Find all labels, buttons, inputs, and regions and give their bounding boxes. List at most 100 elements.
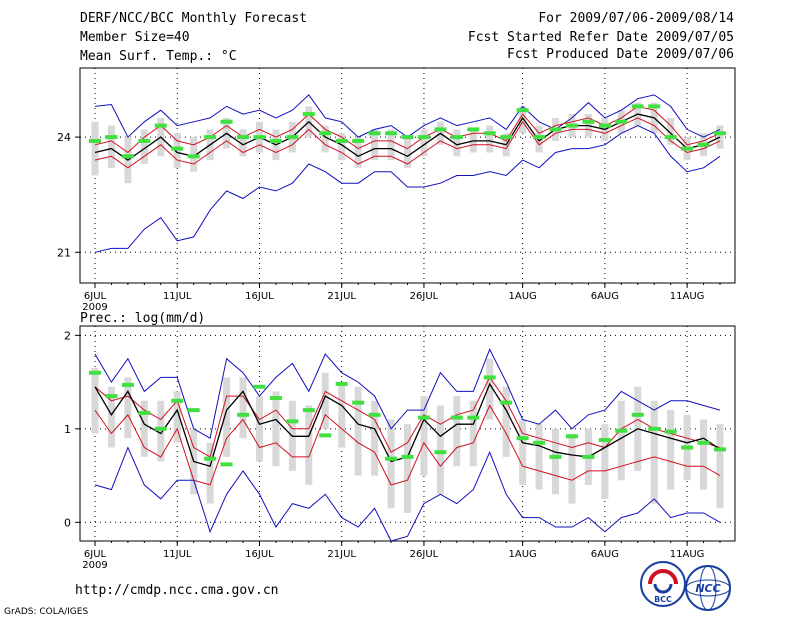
- spread-box: [255, 396, 263, 462]
- spread-box: [453, 396, 461, 467]
- spread-box: [387, 419, 395, 509]
- observed-marker: [171, 398, 184, 403]
- spread-box: [469, 400, 477, 467]
- observed-marker: [253, 135, 266, 140]
- spread-box: [321, 372, 329, 429]
- observed-marker: [368, 131, 381, 136]
- member-size-label: Member Size=40: [80, 30, 190, 45]
- observed-marker: [269, 138, 282, 143]
- panel-frame: [79, 67, 736, 284]
- observed-marker: [237, 412, 250, 417]
- x-tick-label: 6AUG: [591, 549, 619, 560]
- x-year-label: 2009: [82, 560, 107, 571]
- x-tick-label: 26JUL: [410, 549, 439, 560]
- observed-marker: [533, 135, 546, 140]
- x-tick-label: 11AUG: [670, 549, 705, 560]
- observed-marker: [187, 154, 200, 159]
- spread-box: [404, 424, 411, 513]
- observed-marker: [565, 434, 578, 439]
- spread-box: [354, 137, 362, 168]
- series-line-lower: [94, 404, 721, 486]
- forecast-title: DERF/NCC/BCC Monthly Forecast: [80, 11, 307, 26]
- observed-marker: [121, 154, 134, 159]
- observed-marker: [401, 135, 414, 140]
- observed-marker: [187, 408, 200, 413]
- observed-marker: [450, 135, 463, 140]
- spread-box: [535, 424, 543, 490]
- observed-marker: [171, 146, 184, 151]
- observed-marker: [154, 123, 167, 128]
- ncc-logo: NCC: [685, 565, 731, 611]
- series-line-lower: [94, 117, 721, 169]
- observed-marker: [565, 123, 578, 128]
- spread-box: [173, 391, 181, 443]
- observed-marker: [631, 412, 644, 417]
- spread-box: [667, 410, 675, 490]
- observed-marker: [582, 119, 595, 124]
- spread-box: [519, 419, 527, 485]
- x-tick-label: 26JUL: [410, 291, 439, 302]
- observed-marker: [434, 450, 447, 455]
- spread-box: [107, 386, 115, 448]
- x-tick-label: 6AUG: [591, 291, 619, 302]
- observed-marker: [105, 135, 118, 140]
- observed-marker: [352, 138, 365, 143]
- y-tick-label: 24: [57, 131, 71, 144]
- observed-marker: [533, 440, 546, 445]
- observed-marker: [697, 440, 710, 445]
- observed-marker: [286, 419, 299, 424]
- x-tick-label: 1AUG: [508, 291, 536, 302]
- observed-marker: [286, 135, 299, 140]
- observed-marker: [467, 127, 480, 132]
- observed-marker: [368, 412, 381, 417]
- spread-box: [601, 424, 609, 499]
- spread-box: [650, 400, 658, 504]
- observed-marker: [417, 415, 430, 420]
- x-tick-label: 16JUL: [245, 549, 274, 560]
- source-url: http://cmdp.ncc.cma.gov.cn: [75, 583, 279, 598]
- svg-text:BCC: BCC: [654, 595, 672, 604]
- x-tick-label: 11JUL: [163, 549, 192, 560]
- spread-box: [338, 133, 346, 161]
- observed-marker: [615, 428, 628, 433]
- spread-box: [486, 125, 494, 153]
- observed-marker: [237, 135, 250, 140]
- spread-box: [667, 117, 675, 145]
- observed-marker: [681, 146, 694, 151]
- observed-marker: [631, 104, 644, 109]
- series-line-ensemble-mean: [94, 113, 721, 161]
- x-tick-label: 21JUL: [327, 549, 356, 560]
- spread-box: [239, 377, 247, 439]
- spread-box: [700, 419, 708, 490]
- spread-box: [486, 358, 494, 420]
- spread-box: [338, 382, 346, 448]
- observed-marker: [302, 408, 315, 413]
- observed-marker: [582, 454, 595, 459]
- observed-marker: [714, 131, 726, 136]
- spread-box: [436, 405, 444, 495]
- observed-marker: [450, 415, 463, 420]
- observed-marker: [648, 426, 661, 431]
- observed-marker: [500, 400, 513, 405]
- spread-box: [420, 129, 428, 157]
- observed-marker: [385, 131, 398, 136]
- spread-box: [305, 405, 313, 485]
- x-tick-label: 16JUL: [245, 291, 274, 302]
- spread-box: [157, 400, 165, 462]
- grads-credit: GrADS: COLA/IGES: [4, 607, 88, 617]
- observed-marker: [483, 131, 496, 136]
- observed-marker: [352, 400, 365, 405]
- observed-marker: [664, 135, 677, 140]
- y-tick-label: 21: [57, 246, 71, 259]
- observed-marker: [204, 456, 217, 461]
- spread-box: [420, 396, 428, 476]
- spread-box: [371, 129, 379, 161]
- spread-box: [91, 368, 99, 434]
- observed-marker: [121, 382, 134, 387]
- x-tick-label: 11JUL: [163, 291, 192, 302]
- observed-marker: [598, 438, 611, 443]
- spread-box: [91, 121, 99, 176]
- svg-text:NCC: NCC: [695, 582, 720, 595]
